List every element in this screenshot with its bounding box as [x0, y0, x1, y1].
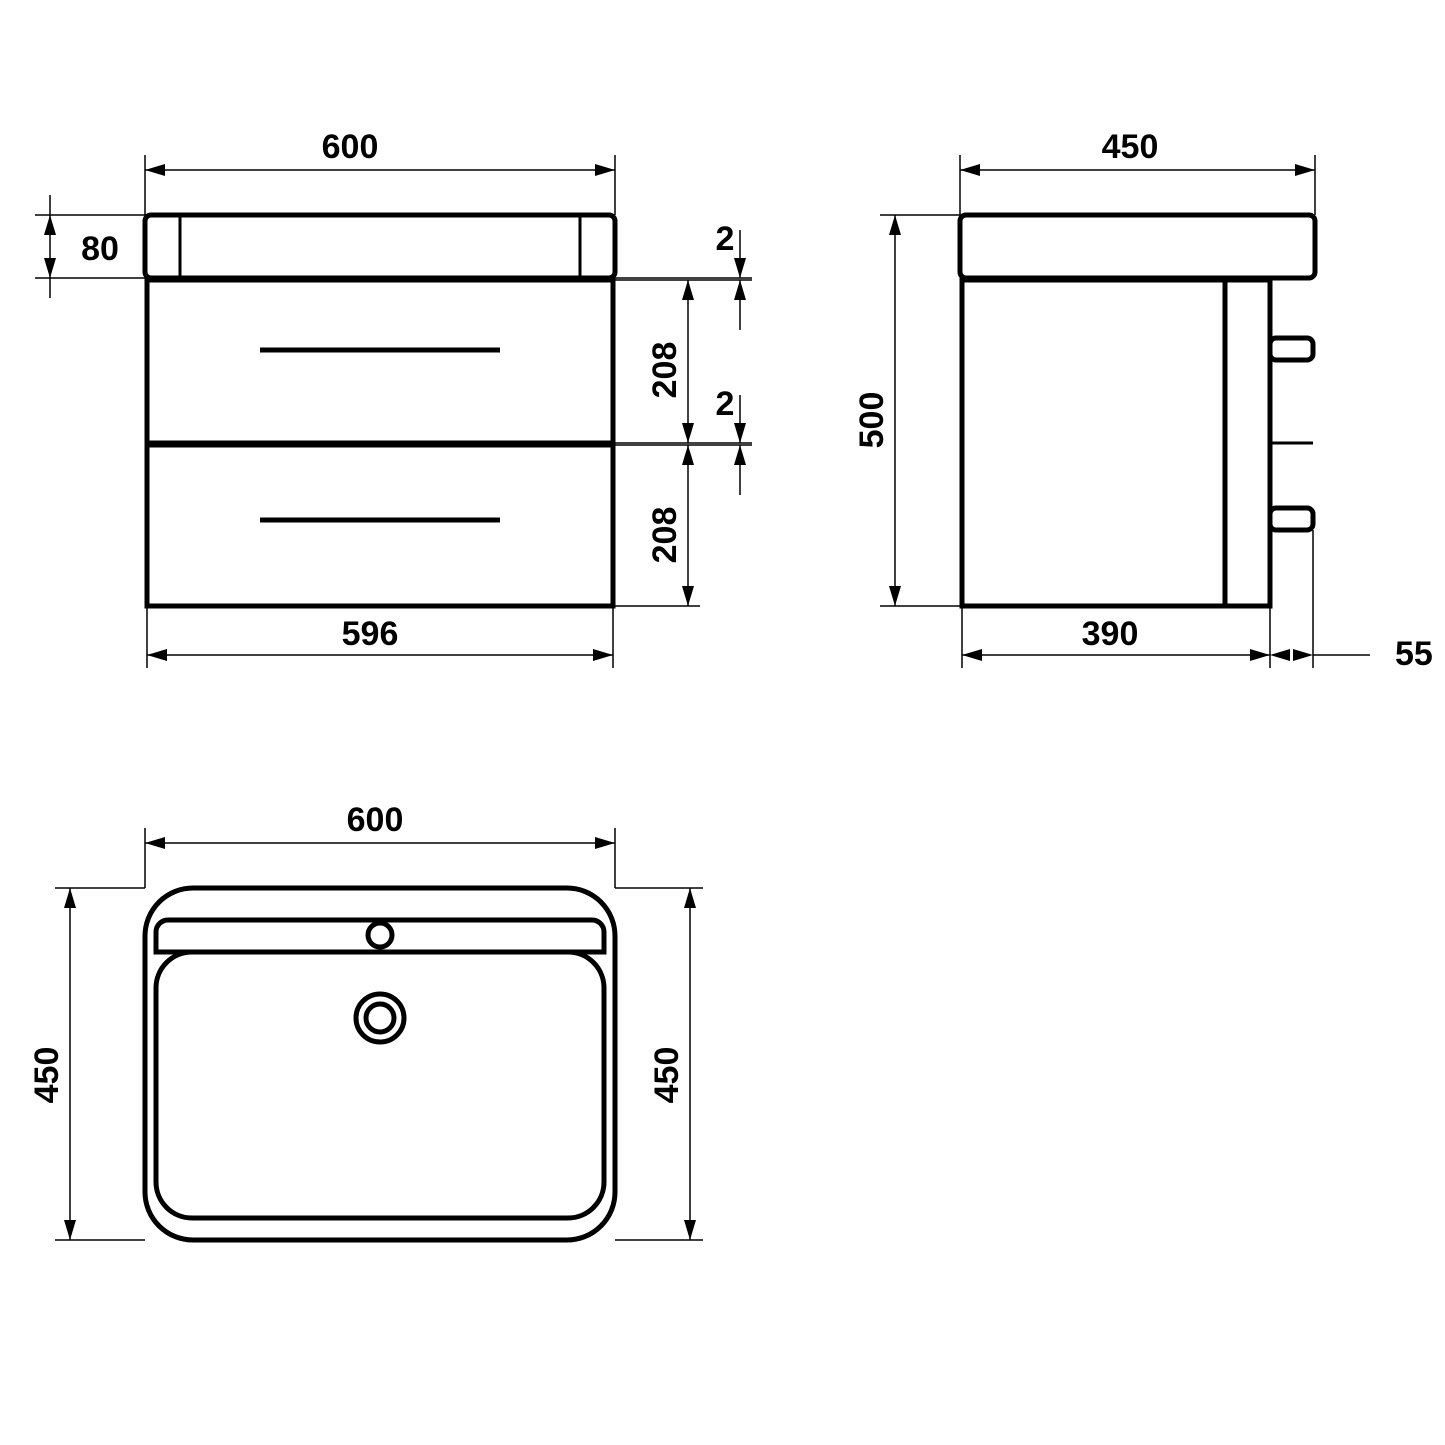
dim-front-drawer2: 208	[646, 507, 684, 564]
top-view	[145, 888, 615, 1240]
dim-front-gap1: 2	[716, 220, 735, 258]
dim-front-gap2: 2	[716, 385, 735, 423]
dim-side-handle: 55	[1395, 635, 1433, 673]
side-view	[960, 215, 1315, 606]
dim-top-depth-right: 450	[648, 1047, 686, 1104]
dim-front-drawer1: 208	[646, 342, 684, 399]
dim-top-width: 600	[347, 801, 404, 839]
dim-front-top-height: 80	[81, 230, 119, 268]
side-dims: 450 390 55 500	[853, 128, 1433, 673]
front-dims: 600 596 80 2 2 208 208	[35, 128, 752, 668]
dim-front-top-width: 600	[322, 128, 379, 166]
dim-side-bottom-body: 390	[1082, 615, 1139, 653]
technical-drawing-canvas: 600 596 80 2 2 208 208	[0, 0, 1445, 1445]
dim-top-depth-left: 450	[28, 1047, 66, 1104]
dim-front-bottom-width: 596	[342, 615, 399, 653]
front-view	[145, 215, 615, 606]
dim-side-height: 500	[853, 392, 891, 449]
dim-side-top-depth: 450	[1102, 128, 1159, 166]
